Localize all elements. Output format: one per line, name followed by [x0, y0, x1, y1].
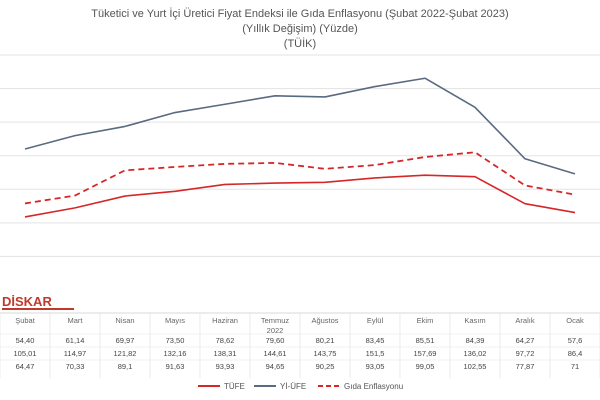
- data-label: 94,65: [266, 362, 285, 371]
- data-label: 136,02: [464, 349, 487, 358]
- data-label: 99,05: [416, 362, 435, 371]
- data-label: 143,75: [314, 349, 337, 358]
- data-label: 71: [571, 362, 579, 371]
- legend: TÜFE Yİ-ÜFE Gıda Enflasyonu: [198, 382, 403, 391]
- data-label: 57,6: [568, 336, 583, 345]
- data-label: 102,55: [464, 362, 487, 371]
- series-layer: [24, 77, 576, 218]
- data-label: 54,40: [16, 336, 35, 345]
- x-tick-label: Mayıs: [165, 316, 185, 325]
- data-label: 84,39: [466, 336, 485, 345]
- x-tick-label: Ekim: [417, 316, 434, 325]
- diskar-logo: DİSKAR: [0, 292, 78, 312]
- data-label: 90,25: [316, 362, 335, 371]
- chart-title: Tüketici ve Yurt İçi Üretici Fiyat Endek…: [91, 7, 508, 20]
- data-label: 91,63: [166, 362, 185, 371]
- data-label: 77,87: [516, 362, 535, 371]
- data-label: 151,5: [366, 349, 385, 358]
- x-tick-label: Haziran: [212, 316, 238, 325]
- x-tick-label: Eylül: [367, 316, 384, 325]
- data-label: 83,45: [366, 336, 385, 345]
- data-label: 105,01: [14, 349, 37, 358]
- chart-source: (TÜİK): [284, 37, 316, 50]
- data-label: 69,97: [116, 336, 135, 345]
- x-tick-label: Ocak: [566, 316, 584, 325]
- gridlines: [0, 54, 600, 257]
- x-tick-label: Ağustos: [311, 316, 338, 325]
- data-label: 86,4: [568, 349, 583, 358]
- chart-subtitle: (Yıllık Değişim) (Yüzde): [242, 23, 358, 35]
- series-line-2: [24, 77, 576, 175]
- x-tick-label: Kasım: [464, 316, 485, 325]
- data-label: 144,61: [264, 349, 287, 358]
- data-label: 93,93: [216, 362, 235, 371]
- x-tick-label: Nisan: [115, 316, 134, 325]
- data-label: 121,82: [114, 349, 137, 358]
- data-table: Şubat Mart Nisan Mayıs Haziran Temmuz Ağustos E…: [0, 312, 600, 378]
- data-label: 132,16: [164, 349, 187, 358]
- data-label: 114,97: [64, 349, 86, 358]
- data-label: 97,72: [516, 349, 535, 358]
- x-tick-label: Mart: [68, 316, 84, 325]
- data-label: 64,27: [516, 336, 535, 345]
- data-label: 78,62: [216, 336, 235, 345]
- data-label: 61,14: [66, 336, 85, 345]
- x-tick-label: Temmuz: [261, 316, 290, 325]
- legend-label-1: TÜFE: [224, 382, 245, 391]
- data-label: 85,51: [416, 336, 435, 345]
- data-label: 89,1: [118, 362, 133, 371]
- logo-text: DİSKAR: [2, 294, 52, 309]
- data-label: 93,05: [366, 362, 385, 371]
- data-label: 157,69: [414, 349, 437, 358]
- legend-label-2: Yİ-ÜFE: [280, 382, 306, 391]
- data-label: 64,47: [16, 362, 35, 371]
- series-line-1: [24, 174, 576, 218]
- data-label: 70,33: [66, 362, 85, 371]
- series-line-3: [24, 151, 576, 205]
- legend-label-3: Gıda Enflasyonu: [344, 382, 403, 391]
- year-label: 2022: [267, 326, 284, 335]
- data-label: 79,60: [266, 336, 285, 345]
- x-tick-label: Aralık: [515, 316, 534, 325]
- x-tick-label: Şubat: [15, 316, 36, 325]
- data-label: 73,50: [166, 336, 185, 345]
- data-label: 138,31: [214, 349, 237, 358]
- data-label: 80,21: [316, 336, 335, 345]
